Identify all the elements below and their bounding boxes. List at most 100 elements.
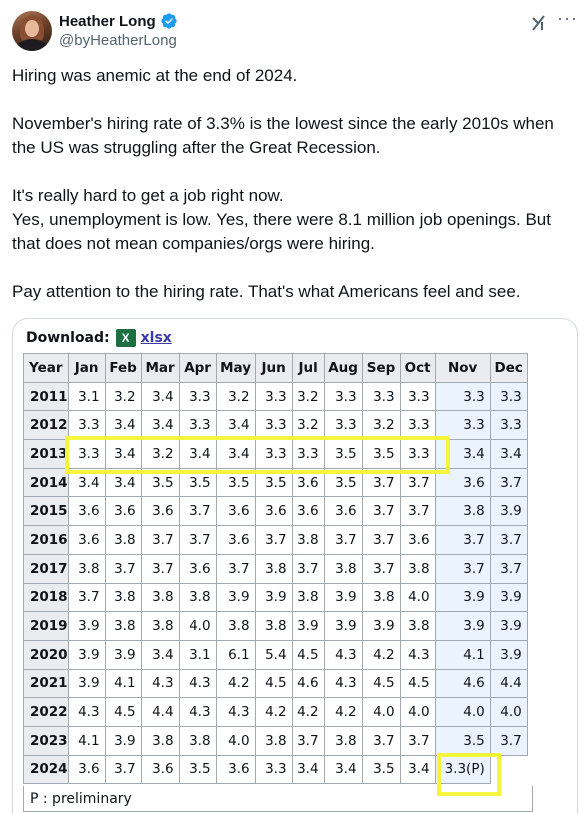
column-header: Apr bbox=[178, 353, 217, 383]
column-header: Jul bbox=[291, 353, 325, 383]
rate-cell: 3.3 bbox=[67, 439, 106, 469]
table-row: 2017 3.8 3.7 3.7 3.6 3.7 3.8 3.7 3.8 3.7 3.8 3.7 3.7 bbox=[23, 553, 528, 584]
rate-cell: 3.6 bbox=[323, 496, 363, 527]
rate-cell: 3.9 bbox=[434, 611, 491, 641]
table-row: 2020 3.9 3.9 3.4 3.1 6.1 5.4 4.5 4.3 4.2 4.3 4.1 3.9 bbox=[23, 639, 528, 670]
rate-cell: 3.8 bbox=[104, 525, 142, 555]
rate-cell: 3.7 bbox=[104, 553, 142, 584]
column-header: Oct bbox=[399, 353, 436, 383]
grok-icon[interactable] bbox=[529, 13, 549, 33]
rate-cell: 3.7 bbox=[434, 553, 491, 584]
rate-cell: 3.7 bbox=[215, 553, 256, 584]
tweet-paragraph-4: Pay attention to the hiring rate. That's… bbox=[12, 282, 521, 301]
rate-cell: 3.8 bbox=[399, 553, 436, 584]
year-cell: 2021 bbox=[23, 668, 69, 699]
rate-cell: 3.3 bbox=[178, 410, 217, 441]
rate-cell: 3.7 bbox=[178, 525, 217, 555]
tweet-paragraph-1: Hiring was anemic at the end of 2024. bbox=[12, 66, 298, 85]
rate-cell: 3.7 bbox=[140, 553, 180, 584]
rate-cell: 4.5 bbox=[291, 639, 325, 670]
verified-badge-icon bbox=[161, 13, 177, 29]
rate-cell: 3.5 bbox=[323, 439, 363, 469]
more-options-icon[interactable]: ··· bbox=[557, 8, 578, 28]
table-row: 2015 3.6 3.6 3.6 3.7 3.6 3.6 3.6 3.6 3.7 3.7 3.8 3.9 bbox=[23, 496, 528, 527]
rate-cell: 4.0 bbox=[399, 582, 436, 613]
rate-cell: 3.3 bbox=[399, 381, 436, 412]
rate-cell: 3.8 bbox=[178, 725, 217, 756]
rate-cell: 4.1 bbox=[67, 725, 106, 756]
hiring-rate-table: Year Jan Feb Mar Apr May Jun Jul Aug Sep Oct Nov Dec… bbox=[23, 353, 528, 785]
column-header: Mar bbox=[140, 353, 180, 383]
rate-cell: 3.8 bbox=[291, 525, 325, 555]
rate-cell: 4.3 bbox=[215, 697, 256, 727]
rate-cell: 3.7 bbox=[140, 525, 180, 555]
rate-cell: 4.5 bbox=[104, 697, 142, 727]
rate-cell: 4.2 bbox=[323, 697, 363, 727]
rate-cell: 3.6 bbox=[399, 525, 436, 555]
rate-cell: 3.8 bbox=[254, 725, 293, 756]
rate-cell: 3.7 bbox=[434, 525, 491, 555]
year-cell: 2018 bbox=[23, 582, 69, 613]
rate-cell: 3.7 bbox=[67, 582, 106, 613]
rate-cell: 3.6 bbox=[67, 754, 106, 785]
rate-cell: 3.7 bbox=[361, 525, 401, 555]
year-cell: 2014 bbox=[23, 467, 69, 498]
rate-cell: 4.0 bbox=[178, 611, 217, 641]
rate-cell: 4.0 bbox=[434, 697, 491, 727]
author-handle[interactable]: @byHeatherLong bbox=[59, 32, 177, 49]
column-header: Feb bbox=[104, 353, 142, 383]
rate-cell: 3.3 bbox=[291, 439, 325, 469]
rate-cell: 3.4 bbox=[434, 439, 491, 469]
rate-cell: 3.8 bbox=[140, 582, 180, 613]
rate-cell: 4.6 bbox=[434, 668, 491, 699]
attached-image[interactable]: Download: X xlsx Year Jan Feb Mar Apr May Jun J… bbox=[12, 318, 578, 814]
rate-cell: 3.6 bbox=[291, 496, 325, 527]
rate-cell: 3.4 bbox=[291, 754, 325, 785]
rate-cell: 3.7 bbox=[291, 553, 325, 584]
rate-cell: 4.0 bbox=[399, 697, 436, 727]
rate-cell: 4.3 bbox=[140, 668, 180, 699]
rate-cell: 3.4 bbox=[323, 754, 363, 785]
rate-cell: 3.3 bbox=[254, 439, 293, 469]
rate-cell: 3.3 bbox=[489, 381, 528, 412]
rate-cell: 3.2 bbox=[215, 381, 256, 412]
rate-cell: 4.2 bbox=[215, 668, 256, 699]
year-cell: 2011 bbox=[23, 381, 69, 412]
rate-cell: 3.8 bbox=[215, 611, 256, 641]
rate-cell: 4.0 bbox=[215, 725, 256, 756]
year-cell: 2015 bbox=[23, 496, 69, 527]
rate-cell: 4.3 bbox=[323, 668, 363, 699]
rate-cell: 3.2 bbox=[104, 381, 142, 412]
rate-cell: 3.8 bbox=[399, 611, 436, 641]
author-name[interactable]: Heather Long bbox=[59, 12, 156, 30]
rate-cell: 3.8 bbox=[323, 553, 363, 584]
rate-cell: 3.9 bbox=[361, 611, 401, 641]
rate-cell: 3.7 bbox=[399, 725, 436, 756]
column-header: May bbox=[215, 353, 256, 383]
tweet-paragraph-2: November's hiring rate of 3.3% is the lo… bbox=[12, 114, 554, 157]
rate-cell: 3.6 bbox=[140, 496, 180, 527]
avatar[interactable] bbox=[12, 11, 52, 51]
rate-cell: 3.8 bbox=[104, 582, 142, 613]
rate-cell: 4.3 bbox=[178, 697, 217, 727]
table-row: 2023 4.1 3.9 3.8 3.8 4.0 3.8 3.7 3.8 3.7 3.7 3.5 3.7 bbox=[23, 725, 528, 756]
column-header: Aug bbox=[323, 353, 363, 383]
rate-cell: 4.5 bbox=[254, 668, 293, 699]
xlsx-download-link[interactable]: xlsx bbox=[140, 330, 172, 346]
year-cell: 2022 bbox=[23, 697, 69, 727]
tweet-header: Heather Long @byHeatherLong ··· bbox=[0, 0, 587, 60]
rate-cell: 3.6 bbox=[215, 525, 256, 555]
table-row: 2022 4.3 4.5 4.4 4.3 4.3 4.2 4.2 4.2 4.0 4.0 4.0 4.0 bbox=[23, 697, 528, 727]
rate-cell: 3.8 bbox=[140, 611, 180, 641]
rate-cell: 4.1 bbox=[434, 639, 491, 670]
table-row: 2021 3.9 4.1 4.3 4.3 4.2 4.5 4.6 4.3 4.5 4.5 4.6 4.4 bbox=[23, 668, 528, 699]
year-cell: 2017 bbox=[23, 553, 69, 584]
rate-cell: 3.7 bbox=[361, 496, 401, 527]
table-row: 2013 3.3 3.4 3.2 3.4 3.4 3.3 3.3 3.5 3.5 3.3 3.4 3.4 bbox=[23, 439, 528, 469]
rate-cell: 3.6 bbox=[215, 754, 256, 785]
rate-cell: 4.2 bbox=[361, 639, 401, 670]
rate-cell: 4.3 bbox=[178, 668, 217, 699]
column-header: Nov bbox=[434, 353, 491, 383]
highlight-nov-2024 bbox=[437, 753, 501, 796]
rate-cell: 3.9 bbox=[489, 496, 528, 527]
